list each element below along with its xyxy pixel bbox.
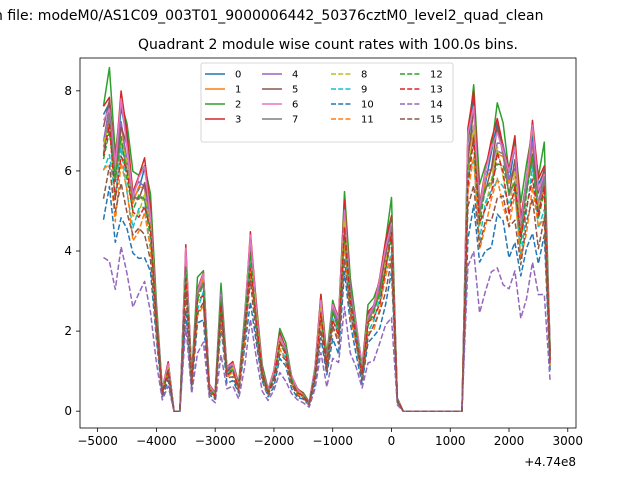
legend-frame bbox=[200, 62, 454, 143]
chart-title: Quadrant 2 module wise count rates with … bbox=[138, 37, 518, 53]
x-tick-label: 1000 bbox=[435, 434, 466, 448]
legend-label-2: 2 bbox=[235, 100, 241, 111]
legend-label-14: 14 bbox=[430, 100, 443, 111]
legend-label-7: 7 bbox=[292, 115, 298, 126]
y-tick-label: 2 bbox=[64, 324, 72, 338]
y-axis: 0 2 4 6 8 bbox=[64, 84, 80, 418]
plot-frame bbox=[79, 57, 577, 429]
x-tick-label: 3000 bbox=[552, 434, 583, 448]
series-line-10 bbox=[102, 185, 551, 412]
y-tick-label: 4 bbox=[64, 244, 72, 258]
legend-label-9: 9 bbox=[361, 85, 367, 96]
chart-suptitle: n file: modeM0/AS1C09_003T01_9000006442_… bbox=[0, 8, 543, 24]
legend-label-11: 11 bbox=[361, 115, 374, 126]
legend-label-1: 1 bbox=[235, 85, 241, 96]
y-tick-label: 6 bbox=[64, 164, 72, 178]
legend-label-13: 13 bbox=[430, 85, 443, 96]
x-tick-label: 0 bbox=[388, 434, 396, 448]
legend-label-12: 12 bbox=[430, 70, 443, 81]
legend-label-10: 10 bbox=[361, 100, 374, 111]
x-axis: −5000 −4000 −3000 −2000 −1000 0 1000 2000 3000 bbox=[77, 428, 583, 448]
x-tick-label: −3000 bbox=[195, 434, 236, 448]
legend-label-15: 15 bbox=[430, 115, 443, 126]
x-tick-label: 2000 bbox=[494, 434, 525, 448]
legend-label-0: 0 bbox=[235, 70, 241, 81]
x-offset-label: +4.74e8 bbox=[524, 455, 576, 469]
x-tick-label: −4000 bbox=[136, 434, 177, 448]
x-tick-label: −2000 bbox=[254, 434, 295, 448]
series-line-15 bbox=[102, 165, 551, 412]
legend-label-3: 3 bbox=[235, 115, 241, 126]
legend-label-8: 8 bbox=[361, 70, 367, 81]
plot-lines bbox=[102, 66, 551, 412]
legend-label-4: 4 bbox=[292, 70, 298, 81]
x-tick-label: −1000 bbox=[312, 434, 353, 448]
legend-label-6: 6 bbox=[292, 100, 298, 111]
legend-label-5: 5 bbox=[292, 85, 298, 96]
x-tick-label: −5000 bbox=[77, 434, 118, 448]
y-tick-label: 8 bbox=[64, 84, 72, 98]
y-tick-label: 0 bbox=[64, 404, 72, 418]
